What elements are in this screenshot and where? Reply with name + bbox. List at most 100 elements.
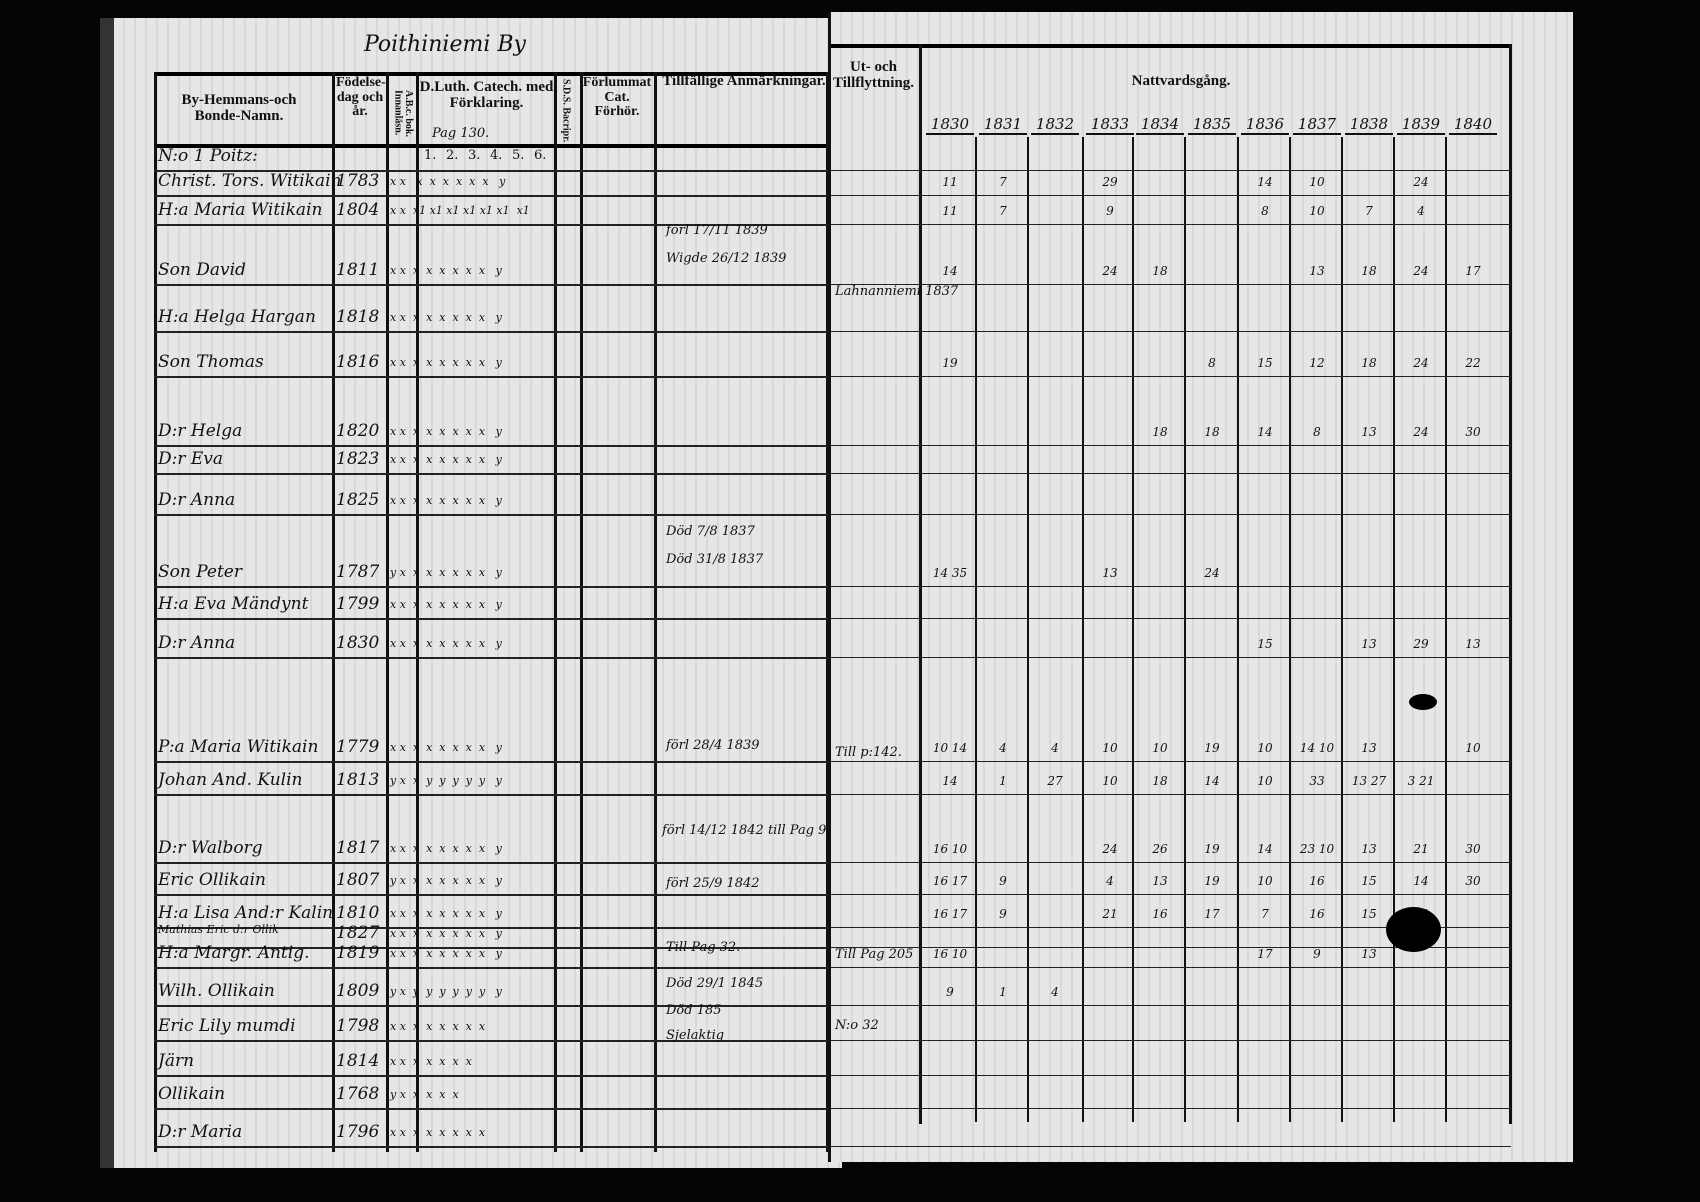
communion-date: 10 14 — [932, 741, 968, 755]
birth-year: 1807 — [336, 870, 380, 890]
communion-date: 13 — [1361, 741, 1377, 755]
communion-date: 15 — [1257, 356, 1273, 370]
person-name: P:a Maria Witikain — [158, 737, 319, 757]
row-rule — [154, 1075, 829, 1077]
communion-date: 21 — [1102, 907, 1118, 921]
communion-date: 10 — [1465, 741, 1481, 755]
year-rule — [1237, 137, 1239, 1122]
communion-date: 12 — [1309, 356, 1325, 370]
communion-date: 29 — [1413, 637, 1429, 651]
person-name: Johan And. Kulin — [158, 770, 303, 790]
row-rule — [154, 514, 829, 516]
remark-entry: Död 29/1 1845 — [666, 976, 764, 991]
birth-year: 1796 — [336, 1122, 380, 1142]
person-name: Järn — [158, 1051, 195, 1071]
year-header: 1830 — [926, 115, 974, 135]
communion-date: 4 — [999, 741, 1007, 755]
communion-date: 4 — [1417, 204, 1425, 218]
catechism-marks: y x x y y y y y y — [390, 774, 502, 787]
column-rule — [1509, 44, 1512, 1124]
year-header: 1837 — [1293, 115, 1341, 135]
column-rule — [386, 72, 389, 1152]
catechism-marks: x x x x x x x x y — [390, 598, 502, 611]
column-rule — [919, 44, 922, 1124]
communion-date: 13 — [1361, 425, 1377, 439]
communion-date: 24 — [1413, 356, 1429, 370]
birth-year: 1823 — [336, 449, 380, 469]
remark-entry: förl 28/4 1839 — [666, 738, 760, 753]
person-name: D:r Maria — [158, 1122, 243, 1142]
catechism-marks: y x y y y y y y y — [390, 985, 502, 998]
communion-date: 18 — [1204, 425, 1220, 439]
header-missed-catechism: Förlummat Cat. Förhör. — [582, 75, 652, 120]
communion-date: 26 — [1152, 842, 1168, 856]
remark-entry: förl 17/11 1839 — [666, 223, 768, 238]
catechism-marks: y x x x x x x x y — [390, 566, 502, 579]
communion-date: 17 — [1204, 907, 1220, 921]
communion-date: 10 — [1257, 741, 1273, 755]
move-entry: N:o 32 — [835, 1018, 879, 1033]
birth-year: 1827 — [336, 923, 380, 943]
move-entry: Till p:142. — [835, 745, 902, 760]
row-rule — [831, 473, 1511, 474]
person-name: H:a Margr. Antig. — [158, 943, 310, 963]
catechism-marks: x x x1 x1 x1 x1 x1 x1 x1 — [390, 204, 530, 217]
person-name: D:r Walborg — [158, 838, 263, 858]
header-name: By-Hemmans-och Bonde-Namn. — [181, 92, 297, 124]
header-catechism: D.Luth. Catech. med Förklaring. — [419, 79, 554, 111]
year-rule — [1445, 137, 1447, 1122]
column-rule — [154, 72, 157, 1152]
year-header: 1833 — [1086, 115, 1134, 135]
communion-date: 16 10 — [932, 842, 968, 856]
header-moves: Ut- och Tillflyttning. — [833, 59, 914, 91]
row-rule — [831, 1108, 1511, 1109]
row-rule — [154, 794, 829, 796]
communion-date: 19 — [1204, 874, 1220, 888]
ink-blot — [1409, 694, 1437, 710]
year-header: 1838 — [1345, 115, 1393, 135]
person-name: H:a Maria Witikain — [158, 200, 323, 220]
communion-date: 24 — [1204, 566, 1220, 580]
column-rule — [554, 72, 557, 1152]
row-rule — [831, 1040, 1511, 1041]
birth-year: 1799 — [336, 594, 380, 614]
communion-date: 33 — [1309, 774, 1325, 788]
communion-date: 1 — [999, 985, 1007, 999]
row-rule — [831, 170, 1511, 171]
catechism-marks: x x x x x x x x y — [390, 842, 502, 855]
catechism-marks: x x x x x x x x y — [390, 356, 502, 369]
row-rule — [831, 331, 1511, 332]
row-rule — [154, 947, 829, 949]
row-rule — [831, 927, 1511, 928]
communion-date: 13 — [1361, 947, 1377, 961]
row-rule — [154, 657, 829, 659]
communion-date: 10 — [1152, 741, 1168, 755]
row-rule — [154, 618, 829, 620]
birth-year: 1825 — [336, 490, 380, 510]
communion-date: 14 — [1257, 842, 1273, 856]
communion-date: 18 — [1152, 774, 1168, 788]
row-rule — [154, 224, 829, 226]
row-rule — [154, 586, 829, 588]
birth-year: 1768 — [336, 1084, 380, 1104]
communion-date: 30 — [1465, 425, 1481, 439]
remark-entry: Sjelaktig — [666, 1028, 725, 1043]
communion-date: 10 — [1309, 204, 1325, 218]
catechism-part: 6. — [534, 148, 547, 163]
year-rule — [975, 137, 977, 1122]
communion-date: 13 — [1152, 874, 1168, 888]
communion-date: 14 — [942, 264, 958, 278]
communion-date: 9 — [999, 907, 1007, 921]
person-name: Ollikain — [158, 1084, 226, 1104]
ink-blot — [1386, 907, 1441, 952]
communion-date: 19 — [1204, 842, 1220, 856]
row-rule — [154, 862, 829, 864]
person-name: D:r Anna — [158, 633, 236, 653]
birth-year: 1798 — [336, 1016, 380, 1036]
header-remarks: Tillfällige Anmärkningar. — [662, 73, 826, 89]
communion-date: 13 — [1465, 637, 1481, 651]
row-rule — [154, 1108, 829, 1110]
communion-date: 21 — [1413, 842, 1429, 856]
row-rule — [831, 445, 1511, 446]
catechism-part: 1. — [424, 148, 437, 163]
